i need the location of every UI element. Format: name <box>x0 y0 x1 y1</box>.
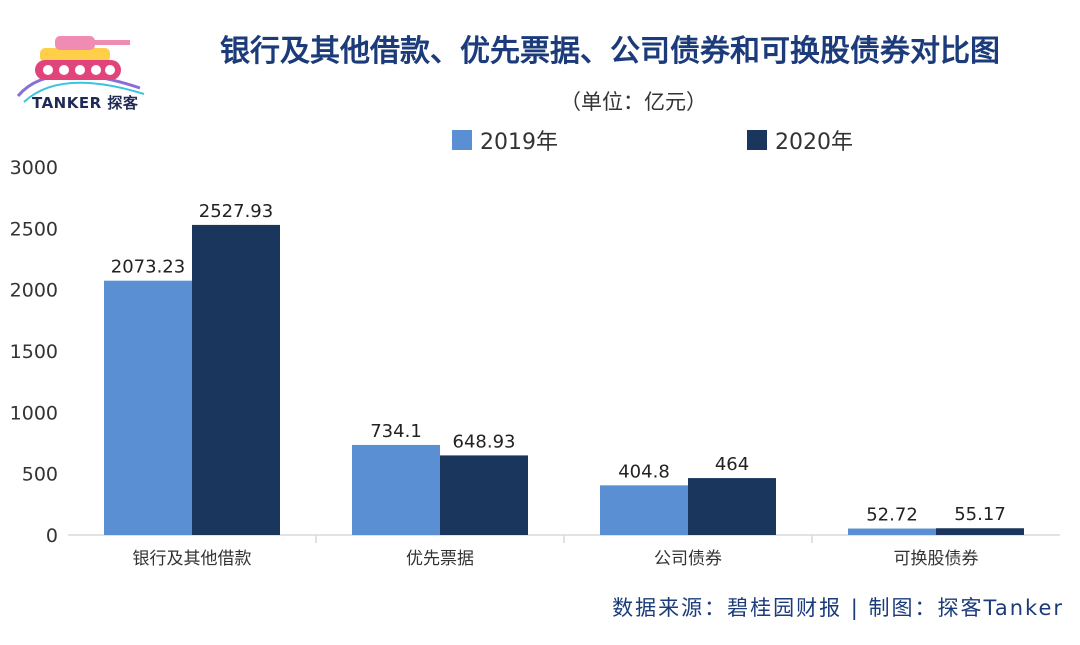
x-category-label: 可换股债券 <box>894 549 979 569</box>
y-tick-label: 2500 <box>10 218 58 240</box>
bar-2020年-可换股债券 <box>936 528 1024 535</box>
tanker-logo: TANKER 探客 <box>10 18 150 112</box>
legend-item-2020: 2020年 <box>747 124 853 156</box>
bar-2020年-优先票据 <box>440 455 528 535</box>
bar-2019年-公司债券 <box>600 485 688 535</box>
chart-title: 银行及其他借款、优先票据、公司债券和可换股债券对比图 <box>220 34 1000 69</box>
data-label: 55.17 <box>954 504 1006 525</box>
legend-label-2020: 2020年 <box>775 130 853 155</box>
x-category-label: 优先票据 <box>406 549 474 569</box>
data-label: 648.93 <box>453 431 516 452</box>
bar-2020年-银行及其他借款 <box>192 224 280 535</box>
y-tick-label: 1500 <box>10 341 58 363</box>
data-label: 2073.23 <box>111 257 185 278</box>
bar-2020年-公司债券 <box>688 478 776 535</box>
data-label: 404.8 <box>618 461 670 482</box>
legend-label-2019: 2019年 <box>480 130 558 155</box>
data-label: 2527.93 <box>199 201 273 222</box>
data-label: 464 <box>715 454 749 475</box>
footer-source: 数据来源：碧桂园财报 | 制图：探客Tanker <box>612 596 1064 620</box>
bar-2019年-可换股债券 <box>848 528 936 535</box>
bar-2019年-银行及其他借款 <box>104 280 192 535</box>
y-tick-label: 1000 <box>10 402 58 424</box>
data-label: 52.72 <box>866 505 918 526</box>
chart-legend: 2019年 2020年 <box>0 124 1080 156</box>
x-category-label: 公司债券 <box>654 549 722 569</box>
bar-2019年-优先票据 <box>352 444 440 535</box>
chart-unit: （单位：亿元） <box>560 90 707 114</box>
legend-swatch-2020 <box>747 130 767 150</box>
legend-item-2019: 2019年 <box>452 124 558 156</box>
y-tick-label: 3000 <box>10 157 58 179</box>
data-label: 734.1 <box>370 421 422 442</box>
x-category-label: 银行及其他借款 <box>133 549 252 569</box>
y-tick-label: 500 <box>22 464 58 486</box>
legend-swatch-2019 <box>452 130 472 150</box>
y-tick-label: 0 <box>46 525 58 547</box>
y-tick-label: 2000 <box>10 280 58 302</box>
logo-text: TANKER 探客 <box>32 94 139 112</box>
